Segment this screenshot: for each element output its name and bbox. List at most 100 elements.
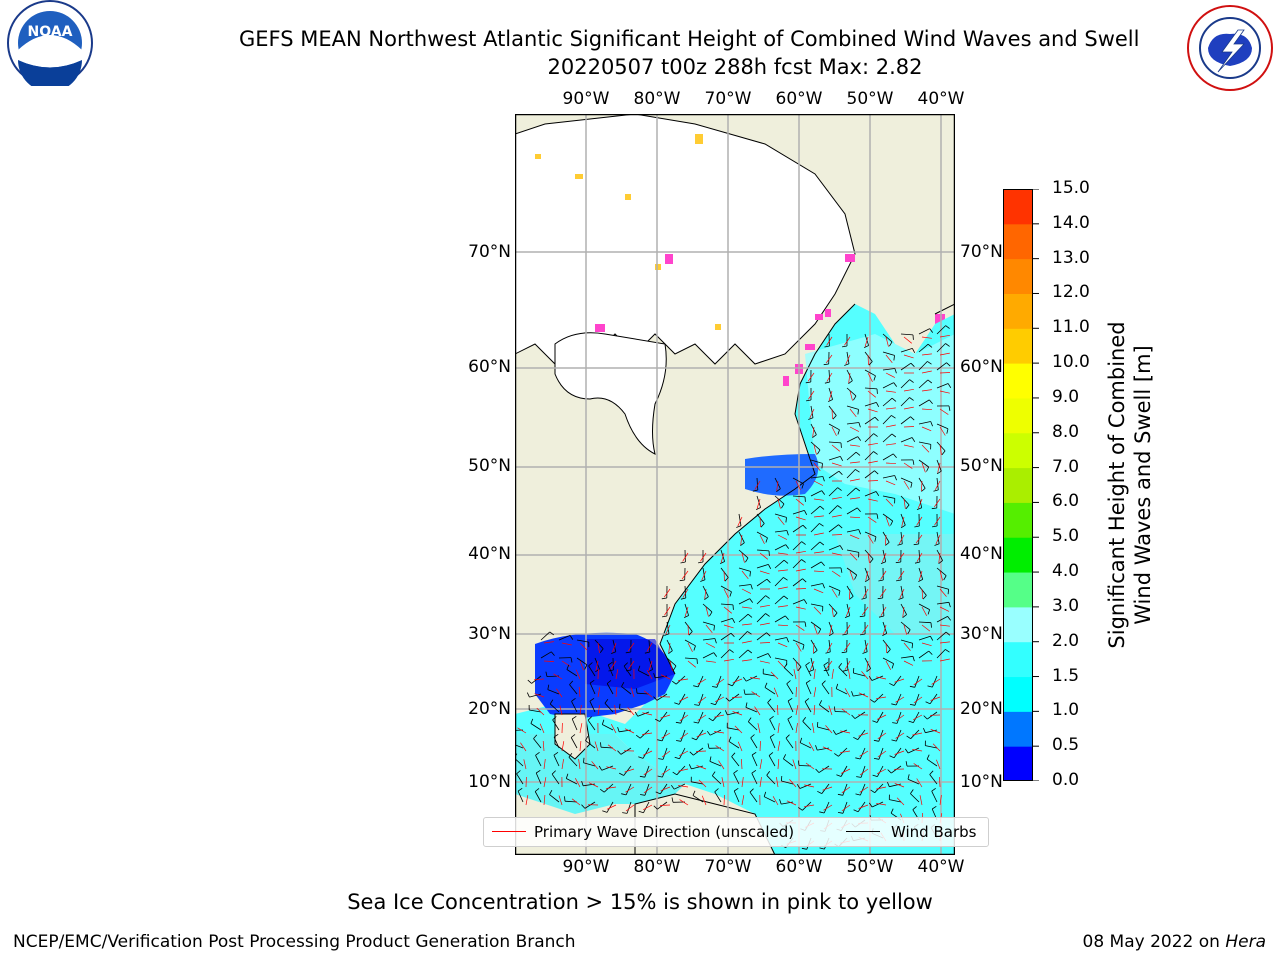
wind-barb	[763, 673, 776, 677]
wind-barb	[576, 657, 588, 666]
wind-barb-feather	[655, 791, 661, 795]
wind-barb-feather	[922, 595, 927, 600]
wind-barb	[571, 718, 578, 731]
wave-direction-arrow	[903, 624, 908, 635]
wind-barb-feather	[927, 361, 932, 365]
wind-barb	[691, 781, 704, 785]
wave-direction-arrow	[795, 606, 806, 610]
wave-direction-arrow	[865, 570, 869, 581]
wave-direction-arrow	[720, 552, 725, 563]
wind-barb	[864, 333, 869, 346]
wave-direction-arrow	[804, 784, 815, 788]
wave-direction-arrow	[885, 534, 887, 546]
wave-direction-arrow	[525, 795, 529, 806]
wind-barb	[882, 368, 895, 371]
wave-direction-arrow	[916, 552, 923, 562]
wind-barb	[846, 549, 859, 553]
wind-barb	[936, 477, 939, 490]
chart-title: GEFS MEAN Northwest Atlantic Significant…	[239, 27, 1140, 51]
lat-label-left-60n: 60°N	[468, 357, 511, 377]
wind-barb-feather	[785, 517, 787, 523]
wind-barb	[836, 688, 848, 695]
wave-direction-arrow	[704, 588, 707, 599]
wind-barb	[792, 510, 805, 515]
wind-barb	[601, 765, 614, 771]
wind-barb	[792, 495, 806, 498]
lat-label-left-20n: 20°N	[468, 699, 511, 719]
wind-barb-feather	[853, 395, 857, 401]
wind-barb-feather	[725, 697, 730, 702]
wind-barb	[619, 708, 632, 713]
wind-barb-feather	[821, 680, 826, 685]
wind-barb	[823, 801, 830, 814]
wave-direction-arrow	[825, 725, 833, 734]
wave-direction-arrow	[777, 660, 786, 669]
wind-barb-feather	[647, 669, 653, 673]
wind-barb-feather	[729, 649, 734, 653]
wind-barb-feather	[926, 466, 930, 472]
wind-barb-feather	[851, 691, 854, 697]
colorbar-tick-label: 2.0	[1052, 630, 1080, 651]
wind-barb-feather	[837, 505, 842, 509]
wave-direction-arrow	[913, 696, 923, 704]
wind-barb-feather	[864, 578, 870, 583]
wind-barb	[698, 711, 704, 724]
lat-label-left-70n: 70°N	[468, 242, 511, 262]
wave-direction-arrow	[795, 480, 801, 491]
wave-direction-arrow	[754, 706, 761, 716]
wind-barb-feather	[819, 505, 825, 510]
wind-barb-feather	[566, 664, 570, 670]
wind-barb	[661, 729, 668, 742]
wave-direction-arrow	[715, 696, 725, 703]
wave-direction-arrow	[813, 498, 824, 501]
wind-barb-feather	[894, 368, 897, 374]
wind-barb-feather	[760, 523, 765, 528]
wave-direction-arrow	[661, 732, 671, 739]
wind-barb	[697, 675, 704, 688]
wind-barb	[745, 707, 758, 713]
wave-direction-arrow	[895, 732, 905, 739]
wind-barb-feather	[851, 714, 856, 719]
wind-barb	[515, 744, 524, 749]
wave-direction-arrow	[561, 642, 572, 646]
wind-barb-feather	[802, 578, 807, 583]
wave-direction-arrow	[840, 730, 851, 734]
wave-direction-arrow	[615, 686, 618, 698]
wave-direction-arrow	[579, 723, 583, 734]
wave-direction-arrow	[759, 740, 761, 752]
wind-barb	[594, 639, 604, 649]
wave-direction-arrow	[795, 498, 805, 506]
wind-barb-feather	[841, 651, 847, 654]
wind-barb-feather	[819, 541, 825, 546]
wave-direction-arrow	[903, 462, 913, 469]
wave-direction-arrow	[795, 550, 806, 554]
wind-barb	[918, 621, 932, 624]
wave-direction-arrow	[789, 779, 797, 788]
wind-barb	[720, 632, 732, 641]
wind-barb	[698, 693, 704, 706]
wind-barb-feather	[930, 636, 934, 641]
wave-direction-arrow	[844, 660, 851, 670]
wind-barb	[602, 724, 614, 731]
wave-direction-arrow	[831, 408, 833, 420]
wave-direction-arrow	[804, 804, 815, 808]
wave-direction-arrow	[679, 714, 689, 722]
wind-barb-feather	[860, 633, 866, 636]
wave-direction-arrow	[831, 669, 834, 680]
lon-label-bottom-60w: 60°W	[775, 857, 823, 877]
wave-direction-arrow	[813, 642, 815, 654]
wind-barb	[810, 505, 821, 515]
wind-barb	[584, 801, 596, 809]
lon-label-top-60w: 60°W	[775, 89, 823, 109]
wave-direction-arrow	[813, 606, 822, 615]
wave-direction-arrow	[939, 795, 942, 806]
wind-barb	[857, 801, 866, 813]
wave-direction-arrow	[534, 693, 545, 698]
wind-barb	[648, 657, 653, 670]
wind-barb-feather	[595, 668, 600, 673]
wind-barb	[766, 775, 776, 785]
wind-barb	[720, 603, 734, 606]
wave-direction-arrow	[625, 804, 635, 812]
wind-barb-feather	[824, 381, 830, 384]
wave-direction-arrow	[561, 759, 564, 770]
